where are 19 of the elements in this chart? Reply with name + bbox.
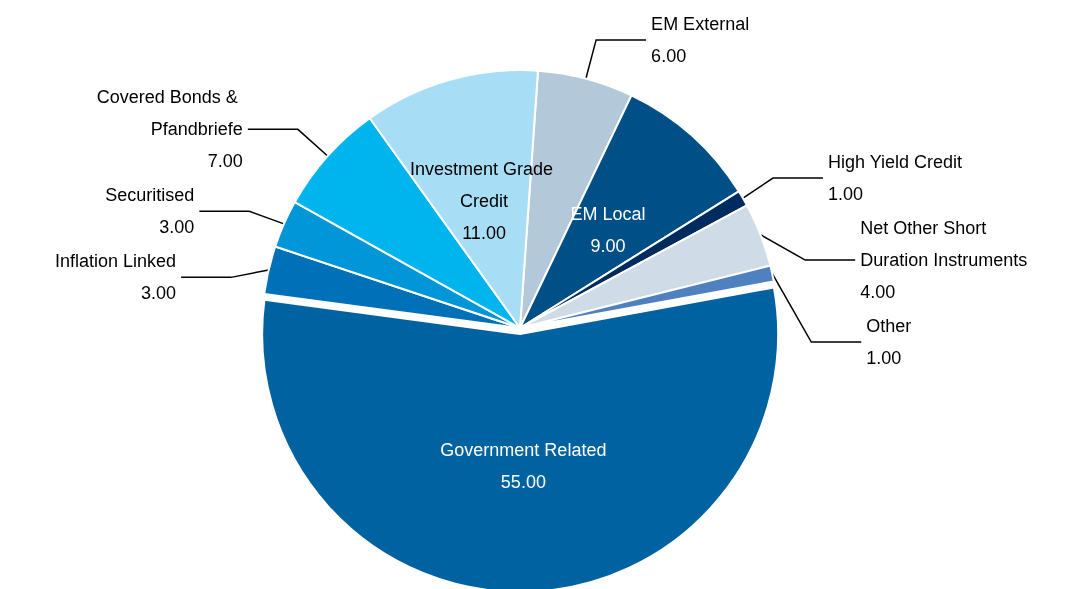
data-label: 9.00	[590, 235, 626, 256]
data-label: 6.00	[651, 45, 687, 66]
slice-label: EM External	[651, 13, 750, 34]
data-label: 11.00	[462, 222, 506, 243]
data-label: 3.00	[159, 217, 195, 238]
slice-label: High Yield Credit	[827, 152, 963, 173]
slice-label: Covered Bonds & Pfandbriefe	[96, 87, 243, 140]
data-label: 55.00	[500, 471, 546, 492]
slice-label: Other	[866, 316, 912, 337]
slice-label: Inflation Linked	[54, 251, 177, 272]
data-label: 1.00	[866, 348, 902, 369]
data-label: 3.00	[141, 283, 177, 304]
data-label: 1.00	[827, 184, 864, 205]
slice-label: Government Related	[440, 439, 607, 460]
slice-label: Investment Grade Credit	[410, 158, 559, 211]
data-label: 7.00	[207, 151, 243, 172]
data-label: 4.00	[860, 282, 896, 303]
slice-label: Securitised	[105, 185, 195, 206]
slice-label: Net Other Short Duration Instruments	[860, 218, 1028, 271]
